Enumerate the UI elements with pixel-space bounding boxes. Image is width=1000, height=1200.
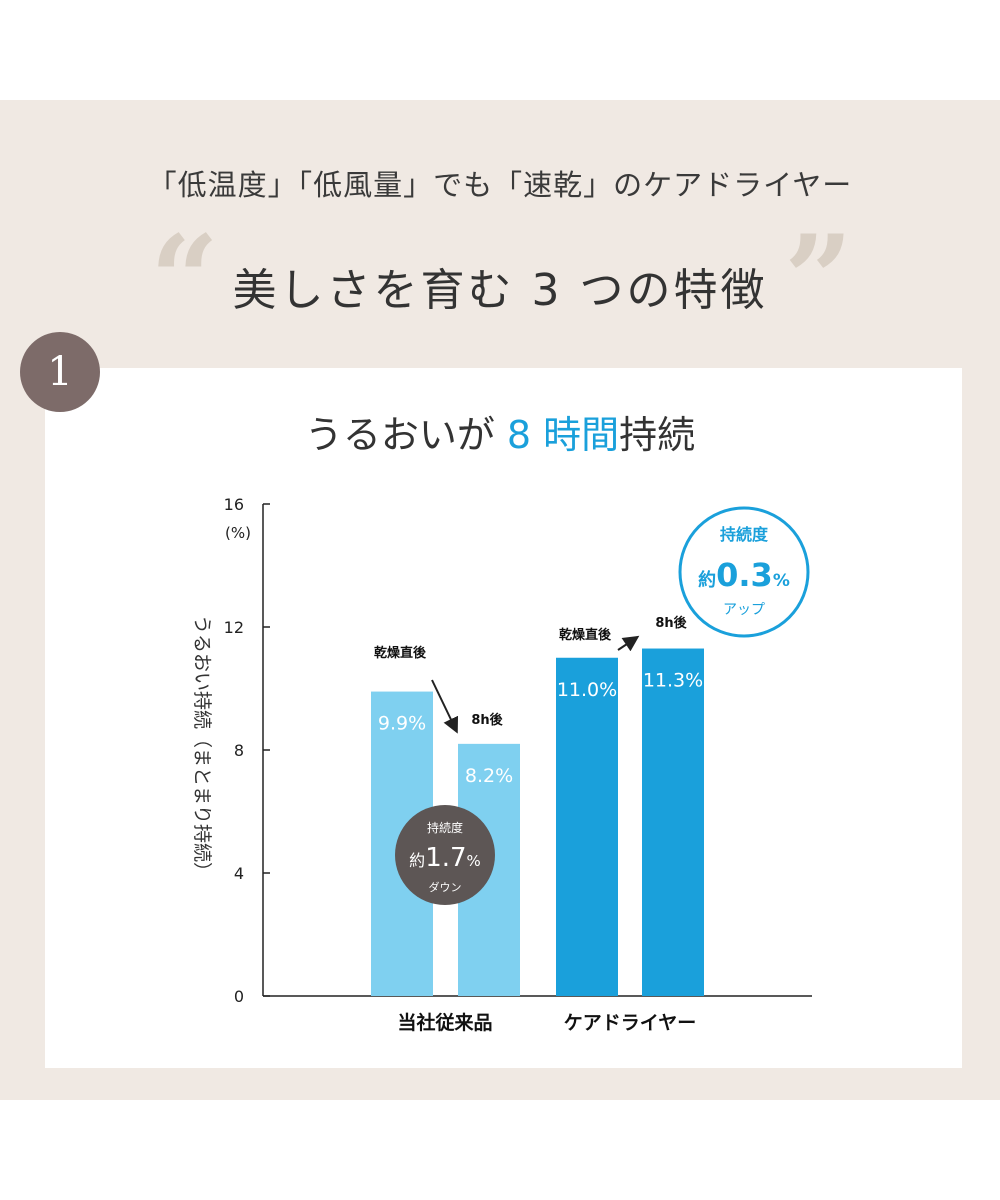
increase-callout-bottom: アップ	[723, 602, 765, 618]
chart-title-before: うるおいが	[304, 413, 507, 457]
increase-callout-unit: %	[773, 571, 790, 591]
y-tick-label: 16	[224, 495, 244, 514]
decrease-callout-bottom: ダウン	[429, 880, 462, 894]
page-subtitle: 「低温度」「低風量」でも「速乾」のケアドライヤー	[147, 168, 853, 202]
bar-header-label: 8h後	[655, 615, 687, 631]
bar-value-label: 11.3%	[643, 670, 703, 692]
increase-callout-circle	[678, 506, 810, 638]
chart-title-highlight: 8 時間	[506, 413, 620, 457]
feature-number-badge: 1	[20, 332, 100, 412]
x-category-label: 当社従来品	[397, 1011, 492, 1034]
increase-arrow	[617, 635, 640, 652]
chart-title: うるおいが 8 時間持続	[0, 404, 1000, 459]
page-headline: 美しさを育む 3 つの特徴	[232, 265, 768, 316]
y-tick-label: 0	[234, 987, 244, 1006]
y-unit-label: (%)	[225, 524, 251, 542]
bar-value-label: 9.9%	[378, 713, 426, 735]
increase-callout-top: 持続度	[720, 525, 769, 544]
decrease-callout-unit: %	[467, 852, 481, 870]
increase-callout-prefix: 約	[698, 569, 716, 591]
bar-header-label: 8h後	[471, 712, 503, 728]
y-tick-label: 4	[234, 864, 244, 883]
decrease-callout-prefix: 約	[409, 851, 425, 870]
bar-value-label: 8.2%	[465, 765, 513, 787]
increase-callout-value: 約0.3%	[698, 556, 790, 594]
increase-callout-number: 0.3	[716, 556, 773, 594]
y-tick-label: 8	[234, 741, 244, 760]
bar	[556, 657, 618, 996]
bar-header-label: 乾燥直後	[559, 627, 612, 643]
chart-title-after: 持続	[619, 413, 696, 457]
bar-header-label: 乾燥直後	[374, 645, 427, 661]
decrease-callout-number: 1.7	[425, 843, 466, 873]
y-axis-label: うるおい持続（まとまり持続）	[191, 615, 213, 881]
y-tick-label: 12	[224, 618, 244, 637]
decrease-callout-value: 約1.7%	[409, 843, 481, 873]
open-quote-mark: “	[150, 209, 220, 350]
x-category-label: ケアドライヤー	[564, 1012, 696, 1034]
decrease-callout-circle	[395, 805, 495, 905]
bar-value-label: 11.0%	[557, 679, 617, 701]
decrease-arrow	[431, 679, 459, 734]
decrease-callout-top: 持続度	[427, 820, 463, 835]
close-quote-mark: ”	[784, 209, 854, 350]
bar	[642, 648, 704, 996]
